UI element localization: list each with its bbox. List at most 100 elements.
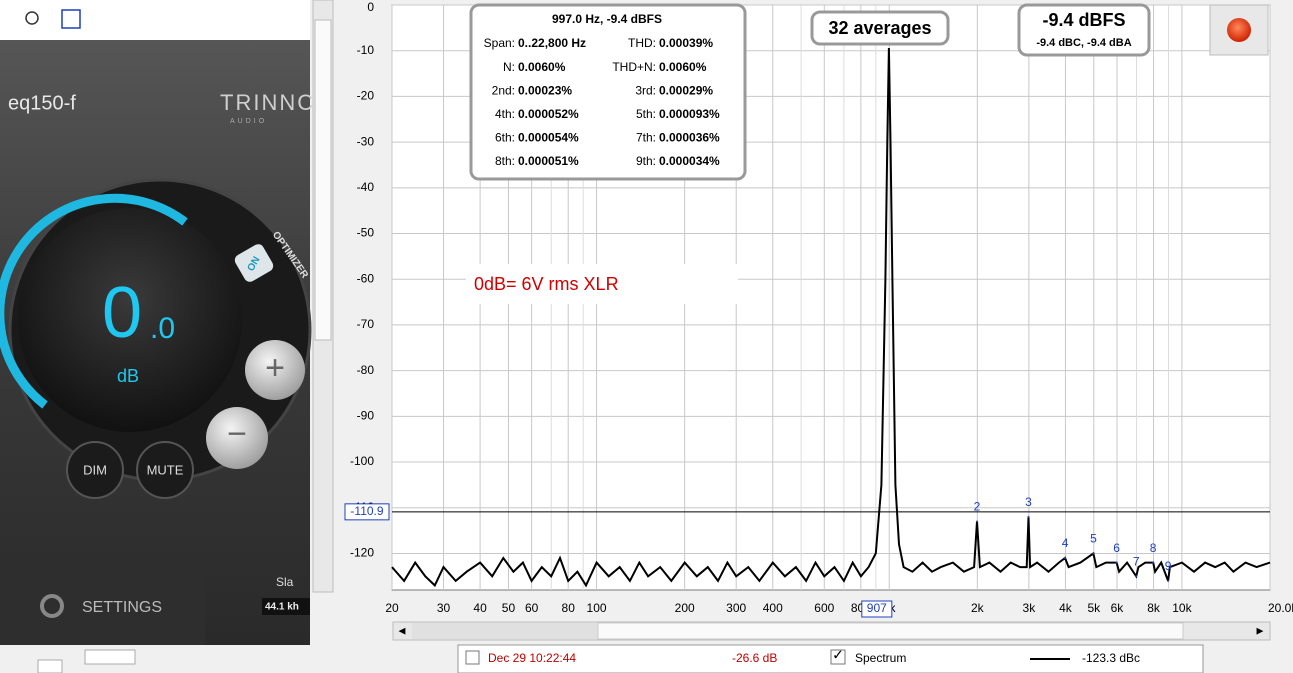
x-tick-label: 20.0kHz	[1268, 601, 1293, 615]
scroll-right[interactable]: ▶	[1257, 625, 1264, 635]
x-tick-label: 6k	[1111, 601, 1125, 615]
check-icon: ✓	[832, 647, 844, 663]
brand: TRINNC	[220, 90, 315, 115]
optimizer-toggle[interactable]	[233, 242, 276, 284]
info-value: 0..22,800 Hz	[518, 36, 586, 50]
y-tick-label: -50	[357, 226, 375, 240]
device-name: eq150-f	[8, 92, 76, 114]
harmonic-label: 2	[974, 500, 981, 514]
info-key: 9th:	[636, 154, 656, 168]
harmonic-point	[1064, 557, 1067, 560]
plus-icon: +	[265, 349, 285, 387]
fit-icon[interactable]	[61, 9, 81, 29]
x-tick-label: 80	[562, 601, 576, 615]
x-tick-label: 3k	[1023, 601, 1037, 615]
level-box	[1017, 3, 1151, 57]
info-key: 6th:	[495, 131, 515, 145]
harmonic-point	[1027, 515, 1030, 518]
info-value: 0.0060%	[659, 60, 707, 74]
settings-icon	[40, 594, 64, 618]
x-tick-label: 30	[437, 601, 451, 615]
dropdown[interactable]	[84, 649, 136, 665]
level-detail: -9.4 dBC, -9.4 dBA	[1036, 37, 1131, 49]
y-tick-label: -20	[357, 89, 375, 103]
note: 0dB= 6V rms XLR	[474, 274, 619, 294]
dim-label: DIM	[83, 462, 107, 477]
status-2: 44.1 kh	[265, 602, 299, 613]
legend-series: Spectrum	[855, 651, 906, 665]
checkbox-checked[interactable]	[830, 649, 846, 665]
volume-value: 0	[102, 273, 142, 353]
y-tick-label: 0	[367, 0, 374, 14]
averages: 32 averages	[828, 18, 931, 38]
x-tick-label: 5k	[1087, 601, 1101, 615]
harmonic-point	[1135, 575, 1138, 578]
info-value: 0.00029%	[659, 83, 713, 97]
harmonic-label: 4	[1062, 536, 1069, 550]
spectrum-line	[391, 47, 1271, 588]
y-tick-label: -60	[357, 271, 375, 285]
x-tick-label: 8k	[1147, 601, 1161, 615]
cursor-x-label: 907	[867, 601, 887, 615]
status-1: Sla	[276, 575, 294, 589]
x-tick-label: 2k	[971, 601, 985, 615]
harmonic-label: 7	[1133, 554, 1140, 568]
y-tick-label: -80	[357, 363, 375, 377]
info-value: 0.0060%	[518, 60, 566, 74]
legend-level: -123.3 dBc	[1082, 651, 1140, 665]
x-tick-label: 200	[675, 601, 695, 615]
harmonic-point	[975, 520, 978, 523]
y-tick-label: -90	[357, 409, 375, 423]
cursor-y-box	[344, 503, 390, 521]
y-tick-label: -100	[350, 454, 374, 468]
y-tick-label: -40	[357, 180, 375, 194]
settings-button[interactable]: SETTINGS	[82, 599, 162, 616]
legend-offset: -26.6 dB	[732, 651, 777, 665]
info-key: Span:	[484, 36, 515, 50]
status-box	[262, 598, 310, 615]
h-scroll-thumb[interactable]	[597, 622, 1184, 640]
x-tick-label: 40	[473, 601, 487, 615]
info-value: 0.000054%	[518, 131, 579, 145]
info-key: 8th:	[495, 154, 515, 168]
cursor-y-label: -110.9	[350, 504, 383, 518]
x-tick-label: 400	[763, 601, 783, 615]
harmonic-point	[1152, 561, 1155, 564]
mute-button[interactable]	[136, 441, 194, 499]
volume-unit: dB	[117, 366, 139, 386]
info-value: 0.00023%	[518, 83, 572, 97]
x-tick-label: 300	[726, 601, 746, 615]
checkbox[interactable]	[465, 650, 480, 665]
legend-date: Dec 29 10:22:44	[488, 651, 576, 665]
level: -9.4 dBFS	[1042, 10, 1125, 30]
volume-knob[interactable]	[18, 208, 242, 432]
v-scroll-thumb[interactable]	[314, 19, 332, 341]
zoom-icon[interactable]	[25, 11, 39, 25]
harmonic-label: 6	[1113, 541, 1120, 555]
info-key: N:	[503, 60, 515, 74]
harmonic-point	[1092, 552, 1095, 555]
dim-button[interactable]	[66, 441, 124, 499]
plus-button[interactable]	[245, 340, 305, 400]
x-tick-label: 100	[587, 601, 607, 615]
minus-icon: −	[227, 415, 247, 453]
averages-box	[810, 10, 950, 46]
info-value: 0.000052%	[518, 107, 579, 121]
x-tick-label: 10k	[1172, 601, 1192, 615]
info-key: 2nd:	[492, 83, 515, 97]
x-tick-label: 4k	[1059, 601, 1073, 615]
info-key: 5th:	[636, 107, 656, 121]
info-key: 4th:	[495, 107, 515, 121]
dropdown[interactable]	[37, 659, 63, 673]
info-value: 0.000034%	[659, 154, 720, 168]
y-tick-label: -30	[357, 134, 375, 148]
info-title: 997.0 Hz, -9.4 dBFS	[552, 12, 662, 26]
y-tick-label: -10	[357, 43, 375, 57]
info-key: 7th:	[636, 131, 656, 145]
minus-button[interactable]	[206, 407, 268, 469]
info-value: 0.000036%	[659, 131, 720, 145]
scroll-left[interactable]: ◀	[399, 625, 406, 635]
info-key: THD+N:	[612, 60, 656, 74]
